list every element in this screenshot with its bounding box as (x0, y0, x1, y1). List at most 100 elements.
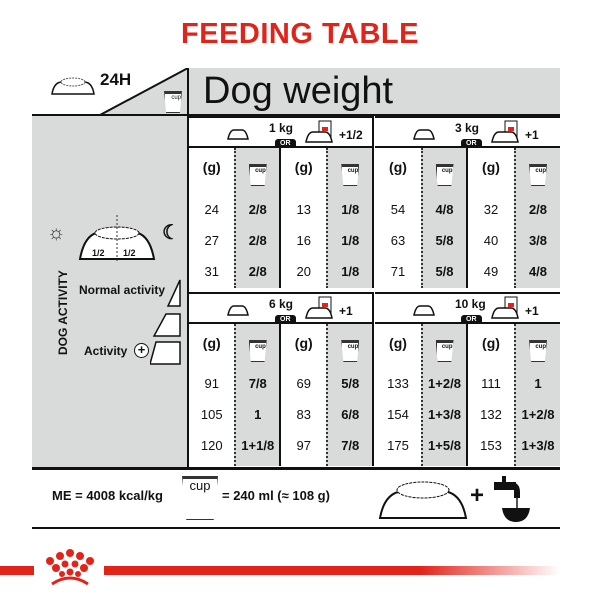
cell-mixed-grams: 83 (296, 407, 311, 422)
grams-header: (g) (389, 159, 407, 175)
weight-header: 1 kg OR +1/2 (189, 116, 372, 148)
column-mixed-cups: cup 5/8 6/8 7/8 (326, 324, 372, 466)
weight-header: 6 kg OR +1 (189, 292, 372, 324)
cell-dry-grams: 63 (390, 233, 406, 248)
weight-block-6kg: 6 kg OR +1 (g) 91 105 120 cup 7/8 1 1+1/8 (g) 69 8… (189, 292, 374, 466)
cell-dry-grams: 31 (204, 264, 219, 279)
dry-food-bowl-icon (413, 305, 435, 316)
column-dry-cups: cup 7/8 1 1+1/8 (234, 324, 281, 466)
plus-circle-icon: + (134, 343, 149, 358)
cup-equivalence: = 240 ml (≈ 108 g) (222, 488, 330, 503)
cell-mixed-grams: 153 (480, 438, 502, 453)
cell-dry-grams: 133 (387, 376, 409, 391)
cell-mixed-cups: 1/8 (341, 233, 360, 248)
cell-dry-cups: 5/8 (435, 233, 454, 248)
cup-icon: cup (182, 476, 218, 520)
weight-block-10kg: 10 kg OR +1 (g) 133 154 175 cup 1+2/8 1+3/8 1+5… (375, 292, 560, 466)
feeding-table: 1 kg OR +1/2 (g) 24 27 31 cup 2/8 2/8 2/8 (g) 13 1… (189, 116, 560, 468)
cell-dry-cups: 5/8 (435, 264, 454, 279)
cell-dry-grams: 120 (200, 438, 223, 453)
or-badge: OR (461, 139, 482, 148)
activity-label: Activity (84, 344, 128, 358)
cell-dry-cups: 1 (254, 407, 262, 422)
cell-dry-cups: 4/8 (435, 202, 454, 217)
cell-mixed-cups: 5/8 (341, 376, 360, 391)
dog-activity-panel (32, 116, 188, 468)
grams-header: (g) (294, 335, 313, 351)
grams-header: (g) (202, 335, 221, 351)
column-mixed-grams: (g) 13 16 20 (281, 148, 326, 288)
cell-mixed-grams: 40 (483, 233, 499, 248)
weight-label: 6 kg (269, 297, 294, 311)
cell-mixed-cups: 2/8 (528, 202, 548, 217)
cell-dry-grams: 154 (387, 407, 409, 422)
grams-header: (g) (294, 159, 313, 175)
column-dry-grams: (g) 54 63 71 (375, 148, 421, 288)
weight-body: (g) 54 63 71 cup 4/8 5/8 5/8 (g) 32 40 49 cup 2/8 3/8 4… (375, 148, 560, 288)
or-badge: OR (461, 315, 482, 324)
column-mixed-grams: (g) 111 132 153 (468, 324, 514, 466)
cell-dry-cups: 1+2/8 (428, 376, 461, 391)
cell-dry-cups: 2/8 (248, 233, 267, 248)
brand-stripe (0, 566, 560, 575)
column-mixed-grams: (g) 69 83 97 (281, 324, 326, 466)
page-title: FEEDING TABLE (181, 18, 419, 50)
normal-activity-label: Normal activity (79, 283, 166, 297)
weight-block-1kg: 1 kg OR +1/2 (g) 24 27 31 cup 2/8 2/8 2/8 (g) 13 1… (189, 116, 374, 288)
split-left: 1/2 (92, 248, 105, 258)
grams-header: (g) (482, 159, 500, 175)
cell-mixed-grams: 97 (296, 438, 311, 453)
column-mixed-cups: cup 1 1+2/8 1+3/8 (514, 324, 560, 466)
or-badge: OR (275, 315, 296, 324)
column-mixed-cups: cup 1/8 1/8 1/8 (326, 148, 372, 288)
wet-food-pouch-bowl-icon (305, 120, 333, 143)
split-right: 1/2 (123, 248, 136, 258)
wet-food-pouch-bowl-icon (491, 120, 519, 143)
food-bowl-icon (378, 481, 468, 519)
weight-label: 3 kg (455, 121, 480, 135)
wet-food-extra: +1 (525, 128, 539, 142)
cell-dry-cups: 1+5/8 (428, 438, 461, 453)
cell-mixed-grams: 132 (480, 407, 502, 422)
weight-label: 10 kg (455, 297, 486, 311)
column-dry-cups: cup 1+2/8 1+3/8 1+5/8 (421, 324, 468, 466)
dry-food-bowl-icon (227, 129, 249, 140)
weight-header: 10 kg OR +1 (375, 292, 560, 324)
cell-dry-grams: 91 (204, 376, 219, 391)
or-badge: OR (275, 139, 296, 148)
column-dry-cups: cup 4/8 5/8 5/8 (421, 148, 468, 288)
cell-mixed-cups: 4/8 (528, 264, 548, 279)
cell-dry-grams: 71 (390, 264, 406, 279)
column-dry-grams: (g) 91 105 120 (189, 324, 234, 466)
cell-dry-cups: 1+1/8 (241, 438, 275, 453)
column-dry-grams: (g) 24 27 31 (189, 148, 234, 288)
weight-body: (g) 24 27 31 cup 2/8 2/8 2/8 (g) 13 16 20 cup 1/8 1/8 1… (189, 148, 372, 288)
cell-dry-grams: 24 (204, 202, 219, 217)
food-bowl-icon (51, 77, 95, 95)
cell-mixed-cups: 1+3/8 (521, 438, 555, 453)
divider (187, 68, 189, 468)
cell-mixed-cups: 1/8 (341, 264, 360, 279)
cup-icon: cup (516, 148, 560, 186)
cell-mixed-grams: 32 (483, 202, 499, 217)
royal-canin-crown-logo (46, 549, 94, 586)
cup-icon: cup (236, 148, 279, 186)
wet-food-pouch-bowl-icon (305, 296, 333, 319)
water-tap-icon (494, 476, 530, 522)
dog-activity-label: DOG ACTIVITY (56, 270, 70, 355)
cell-mixed-grams: 13 (296, 202, 311, 217)
cup-icon: cup (328, 324, 372, 362)
dog-weight-header (188, 68, 560, 115)
cell-mixed-grams: 111 (481, 376, 501, 391)
cup-icon: cup (236, 324, 279, 362)
divider (32, 467, 560, 470)
sun-icon: ☼ (47, 222, 66, 244)
cell-mixed-cups: 1 (534, 376, 542, 391)
dry-food-bowl-icon (227, 305, 249, 316)
divider (32, 527, 560, 529)
cell-dry-cups: 1+3/8 (428, 407, 461, 422)
cell-mixed-grams: 69 (296, 376, 311, 391)
cup-icon: cup (423, 148, 466, 186)
cell-mixed-cups: 7/8 (341, 438, 360, 453)
cell-mixed-grams: 20 (296, 264, 311, 279)
